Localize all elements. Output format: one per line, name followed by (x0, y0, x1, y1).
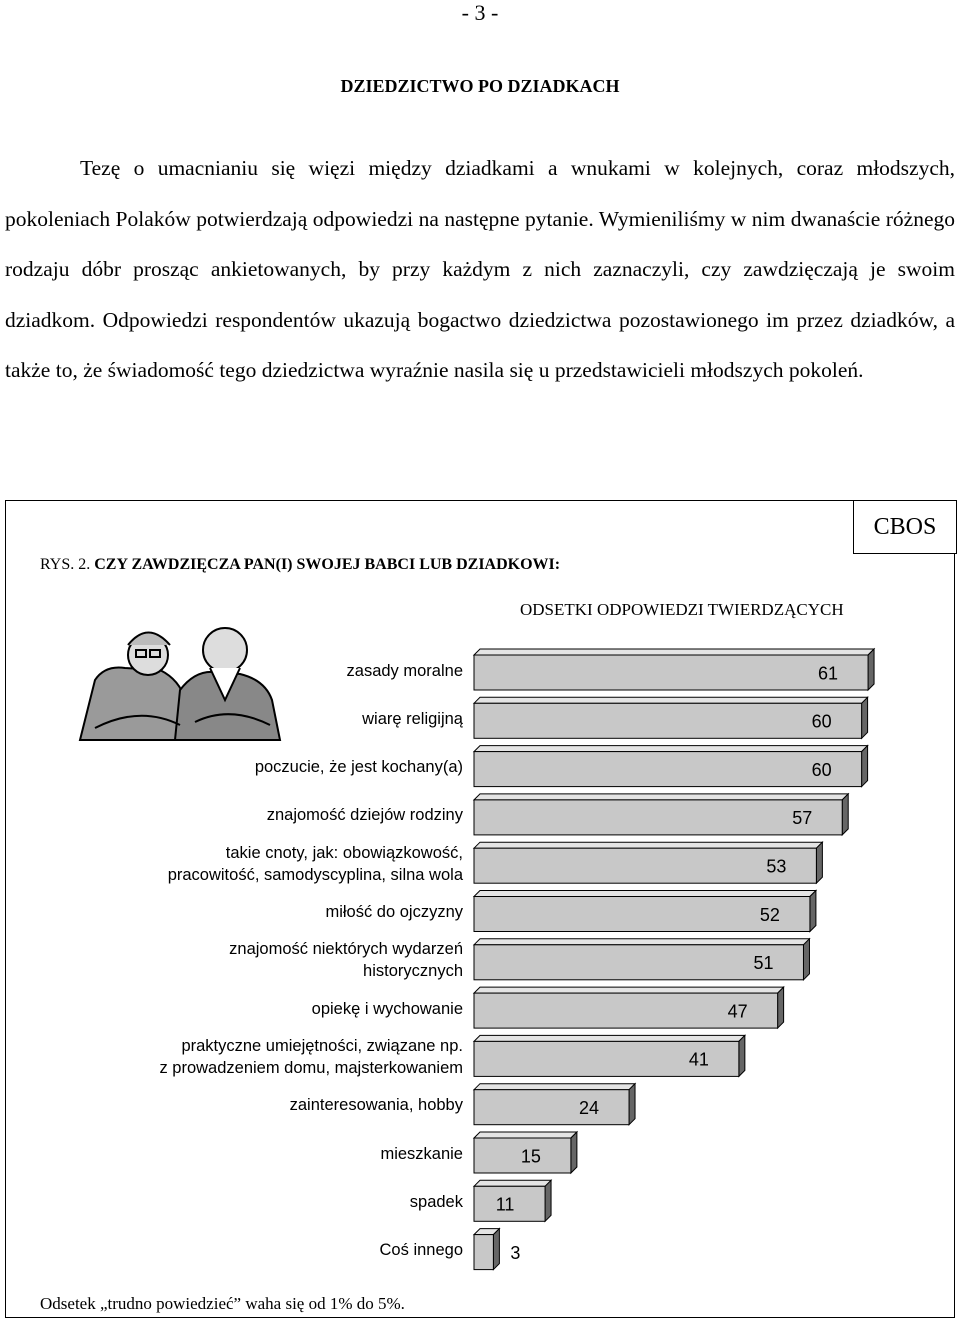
category-label: takie cnoty, jak: obowiązkowość, pracowi… (167, 843, 463, 884)
paragraph: Tezę o umacnianiu się więzi między dziad… (5, 156, 955, 383)
bar-side (492, 1227, 500, 1271)
source: CBOS (853, 500, 957, 554)
bar-side (861, 744, 869, 788)
value-label: 61 (818, 663, 838, 683)
value-label: 53 (766, 856, 786, 876)
bar-side (867, 647, 875, 692)
bar (473, 702, 863, 739)
bar (473, 992, 779, 1029)
bar-top (472, 793, 850, 801)
bar-side (815, 840, 823, 885)
category-label: znajomość dziejów rodziny (266, 806, 463, 825)
bar-side (841, 792, 849, 837)
category-label: poczucie, że jest kochany(a) (254, 758, 463, 777)
value-label: 3 (510, 1243, 520, 1263)
category-label: miłość do ojczyzny (325, 903, 463, 921)
value-label: 15 (521, 1146, 541, 1166)
value-label: 60 (812, 712, 832, 732)
bar (473, 847, 817, 884)
bar-side (861, 696, 869, 740)
value-label: 24 (579, 1098, 599, 1118)
bar-top (472, 1083, 637, 1091)
bar-side (809, 889, 817, 933)
bar (473, 1040, 740, 1077)
category-label: praktyczne umiejętności, związane np. z … (159, 1036, 463, 1077)
category-label: Coś innego (379, 1241, 463, 1260)
bar-top (472, 1034, 747, 1042)
category-label: spadek (409, 1192, 463, 1211)
bar-top (472, 1179, 553, 1187)
category-label: mieszkanie (380, 1144, 463, 1163)
figure-frame (5, 500, 955, 1318)
value-label: 11 (496, 1195, 515, 1215)
value-label: 41 (689, 1050, 709, 1070)
bar (473, 1089, 630, 1126)
bar (473, 896, 811, 932)
bar (473, 799, 843, 836)
category-label: znajomość niektórych wydarzeń historyczn… (229, 940, 463, 981)
bar (473, 751, 863, 788)
bar (473, 1185, 546, 1222)
bar (473, 944, 804, 981)
bar-top (472, 696, 869, 704)
footnote: Odsetek „trudno powiedzieć” waha się od … (40, 1294, 405, 1313)
bar-top (472, 648, 876, 656)
bar (473, 1137, 572, 1174)
value-label: 51 (753, 953, 773, 973)
bar-top (472, 986, 785, 994)
category-label: opiekę i wychowanie (311, 999, 463, 1018)
caption: RYS. 2. CZY ZAWDZIĘCZA PAN(I) SWOJEJ BAB… (40, 556, 560, 574)
heading: DZIEDZICTWO PO DZIADKACH (340, 76, 620, 96)
value-label: 47 (728, 1001, 748, 1021)
bar-side (544, 1179, 552, 1223)
bar-side (570, 1130, 578, 1175)
value-label: 57 (792, 808, 812, 828)
bar-side (802, 937, 810, 982)
bar (473, 654, 869, 691)
bar (473, 1234, 494, 1271)
category-label: wiarę religijną (362, 709, 463, 728)
chart-title: CZY ZAWDZIĘCZA PAN(I) SWOJEJ BABCI LUB D… (94, 556, 561, 573)
chart-subtitle: ODSETKI ODPOWIEDZI TWIERDZĄCYCH (520, 600, 844, 619)
value-label: 60 (812, 760, 832, 780)
bar-top (472, 890, 818, 897)
illustration (78, 627, 282, 741)
category-label: zasady moralne (346, 661, 463, 680)
page-number: - 3 - (461, 0, 499, 25)
bar-side (628, 1082, 636, 1126)
bar-side (777, 985, 785, 1030)
value-label: 52 (760, 905, 780, 925)
category-label: zainteresowania, hobby (289, 1096, 463, 1115)
bar-top (472, 938, 811, 946)
bar-top (472, 841, 824, 849)
bar-top (472, 745, 869, 753)
bar-side (738, 1034, 746, 1078)
bar-top (472, 1131, 579, 1139)
figure-label: RYS. 2. (40, 556, 91, 573)
